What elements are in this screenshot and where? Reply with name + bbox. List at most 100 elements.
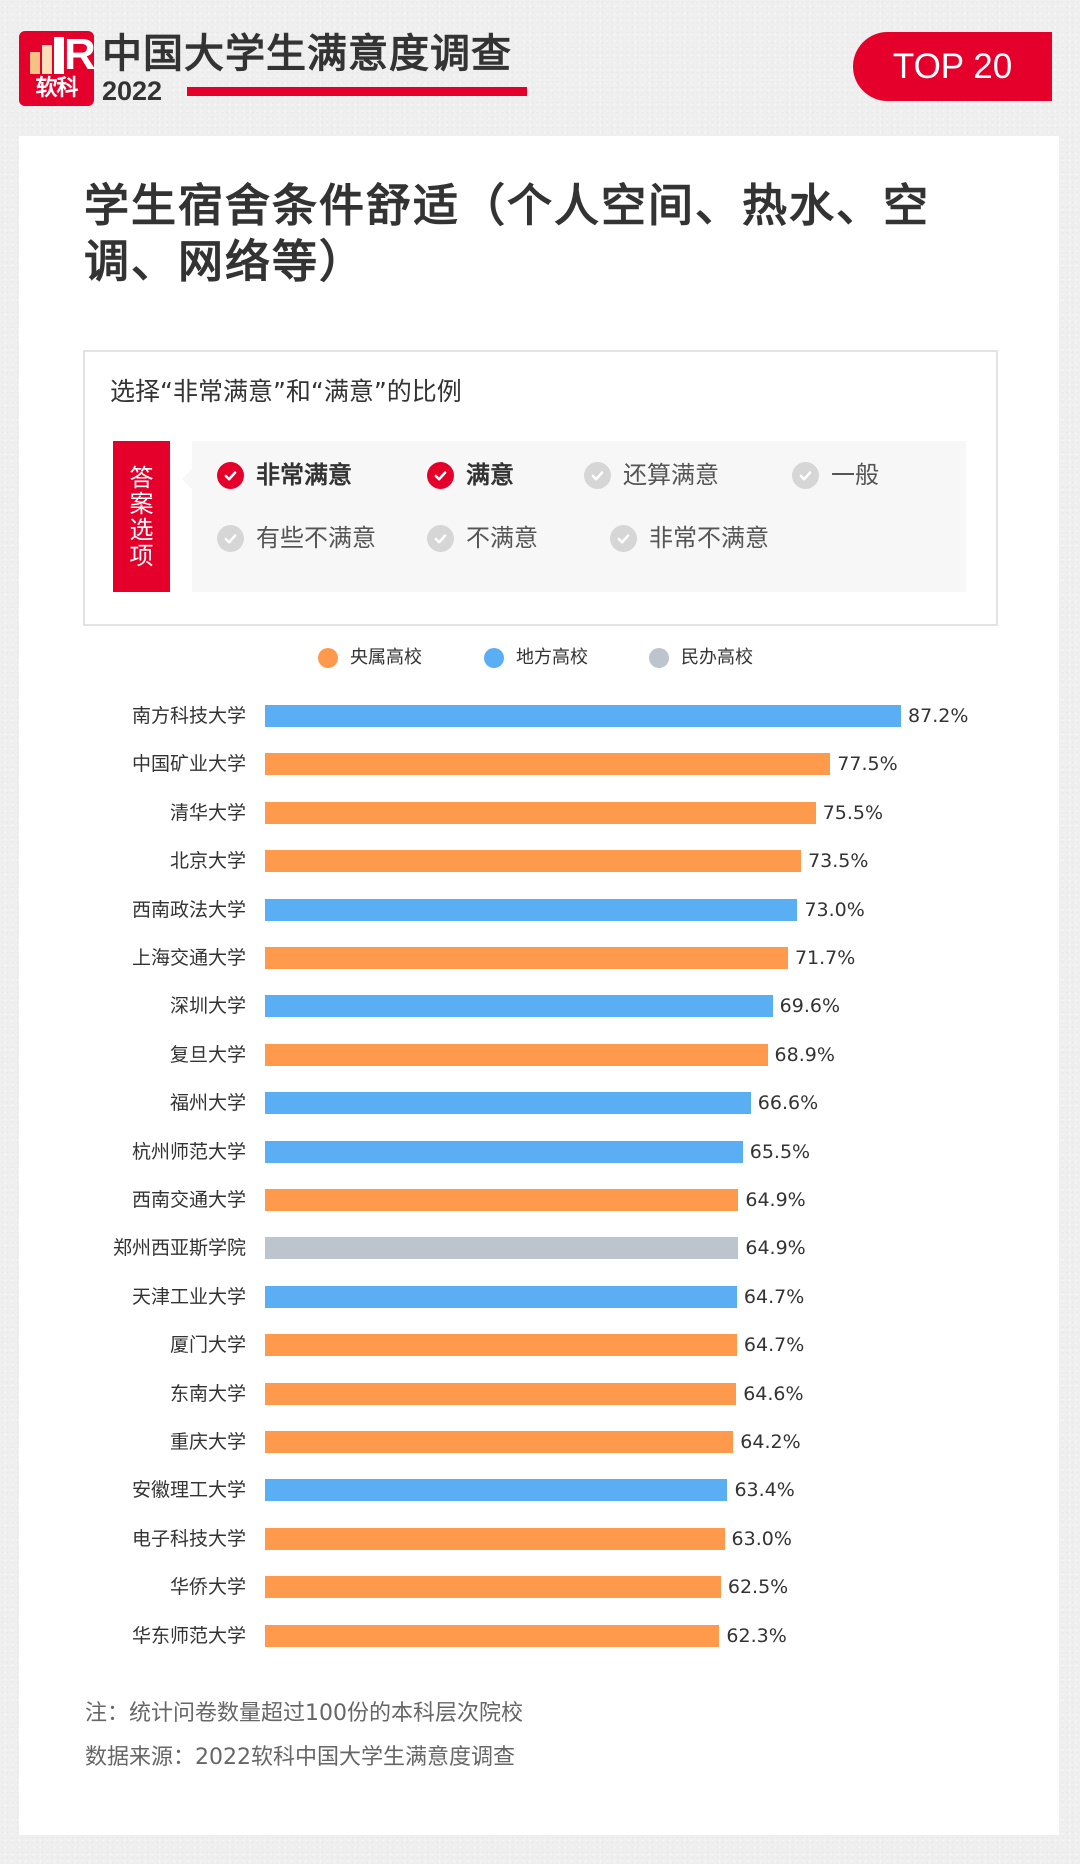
legend-item: 地方高校 (484, 647, 588, 669)
answer-option: 非常满意 (217, 459, 352, 491)
university-name: 杭州师范大学 (131, 1140, 246, 1163)
bar (265, 898, 798, 921)
bar-value: 64.6% (743, 1382, 804, 1405)
university-name: 重庆大学 (169, 1431, 246, 1453)
university-name: 郑州西亚斯学院 (112, 1237, 246, 1260)
bar (265, 947, 788, 969)
answer-option-label: 一般 (831, 461, 879, 489)
survey-year: 2022 (102, 76, 163, 106)
answer-option-label: 非常满意 (256, 461, 352, 489)
bar-value: 73.0% (804, 898, 865, 921)
chart-row: 华东师范大学 62.3% (0, 1624, 1080, 1647)
university-name: 厦门大学 (169, 1334, 246, 1357)
answer-options-tag: 答 案 选 项 (113, 441, 170, 592)
survey-title: 中国大学生满意度调查 (102, 31, 512, 77)
bar (265, 1576, 721, 1599)
bar-value: 69.6% (779, 995, 841, 1018)
bar (265, 1237, 739, 1260)
bar-value: 75.5% (822, 801, 884, 824)
university-name: 华东师范大学 (131, 1624, 246, 1647)
chart-row: 西南交通大学 64.9% (0, 1189, 1080, 1211)
legend-dot-icon (649, 648, 669, 668)
university-name: 北京大学 (169, 850, 246, 873)
ranking-logo: R 软科 (19, 31, 94, 106)
answer-option-label: 不满意 (466, 524, 538, 552)
answer-option: 非常不满意 (610, 522, 769, 554)
chart-row: 中国矿业大学 77.5% (0, 753, 1080, 776)
logo-text: 软科 (35, 76, 78, 101)
answer-option: 满意 (427, 459, 514, 491)
bar-value: 77.5% (837, 753, 898, 776)
bar-value: 66.6% (757, 1092, 819, 1115)
chart-row: 电子科技大学 63.0% (0, 1527, 1080, 1550)
bar-value: 65.5% (749, 1140, 811, 1163)
answer-option-label: 非常不满意 (649, 524, 769, 552)
chart-row: 东南大学 64.6% (0, 1382, 1080, 1405)
chart-row: 清华大学 75.5% (0, 801, 1080, 824)
legend-label: 民办高校 (681, 647, 753, 668)
bar-value: 68.9% (774, 1043, 835, 1066)
tag-char: 选 (129, 515, 154, 544)
chart-row: 南方科技大学 87.2% (0, 705, 1080, 727)
university-name: 深圳大学 (169, 995, 246, 1018)
university-name: 电子科技大学 (131, 1527, 246, 1550)
header-divider (187, 87, 527, 96)
top-badge: TOP 20 (853, 32, 1052, 101)
check-circle-unselected-icon (610, 524, 637, 552)
bar-value: 63.0% (731, 1527, 792, 1550)
bar-value: 71.7% (794, 947, 856, 969)
bar (265, 995, 773, 1018)
options-panel (182, 441, 966, 592)
bar (265, 1431, 734, 1453)
bar (265, 1624, 720, 1647)
university-name: 福州大学 (169, 1092, 246, 1115)
answer-option: 一般 (792, 459, 879, 491)
answer-option-label: 满意 (466, 461, 514, 489)
bar (265, 753, 831, 776)
answer-option-label: 还算满意 (623, 461, 719, 489)
bar (265, 1285, 737, 1308)
university-name: 南方科技大学 (131, 705, 246, 727)
chart-row: 华侨大学 62.5% (0, 1576, 1080, 1599)
check-circle-selected-icon (427, 461, 454, 489)
bar (265, 1092, 751, 1115)
university-name: 复旦大学 (169, 1043, 246, 1066)
check-circle-selected-icon (217, 461, 244, 489)
check-circle-unselected-icon (217, 524, 244, 552)
chart-row: 重庆大学 64.2% (0, 1431, 1080, 1453)
tag-char: 答 (129, 463, 154, 492)
logo-bar-3 (54, 37, 64, 74)
university-name: 天津工业大学 (131, 1285, 246, 1308)
bar (265, 1140, 743, 1163)
chart-row: 厦门大学 64.7% (0, 1334, 1080, 1357)
bar-value: 87.2% (908, 705, 969, 727)
bar-value: 73.5% (808, 850, 869, 873)
check-circle-unselected-icon (427, 524, 454, 552)
bar (265, 801, 816, 824)
bar (265, 1382, 737, 1405)
university-name: 清华大学 (169, 801, 246, 824)
chart-row: 福州大学 66.6% (0, 1092, 1080, 1115)
university-name: 西南政法大学 (131, 898, 246, 921)
chart-row: 安徽理工大学 63.4% (0, 1479, 1080, 1502)
bar-value: 64.2% (740, 1431, 801, 1453)
answer-option-label: 有些不满意 (256, 524, 376, 552)
chart-row: 上海交通大学 71.7% (0, 947, 1080, 969)
university-name: 上海交通大学 (131, 947, 246, 969)
university-name: 西南交通大学 (131, 1189, 246, 1211)
footnote: 注：统计问卷数量超过100份的本科层次院校 (85, 1701, 523, 1726)
logo-bar-1 (30, 52, 40, 74)
bar-value: 62.5% (727, 1576, 789, 1599)
question-title: 选择“非常满意”和“满意”的比例 (110, 377, 462, 406)
chart-row: 北京大学 73.5% (0, 850, 1080, 873)
answer-option: 还算满意 (584, 459, 719, 491)
legend-label: 央属高校 (350, 647, 422, 668)
tag-char: 案 (129, 489, 154, 518)
answer-option: 有些不满意 (217, 522, 376, 554)
check-circle-unselected-icon (584, 461, 611, 489)
tag-char: 项 (129, 541, 154, 570)
chart-row: 郑州西亚斯学院 64.9% (0, 1237, 1080, 1260)
legend-item: 民办高校 (649, 647, 753, 669)
check-circle-unselected-icon (792, 461, 819, 489)
chart-row: 西南政法大学 73.0% (0, 898, 1080, 921)
